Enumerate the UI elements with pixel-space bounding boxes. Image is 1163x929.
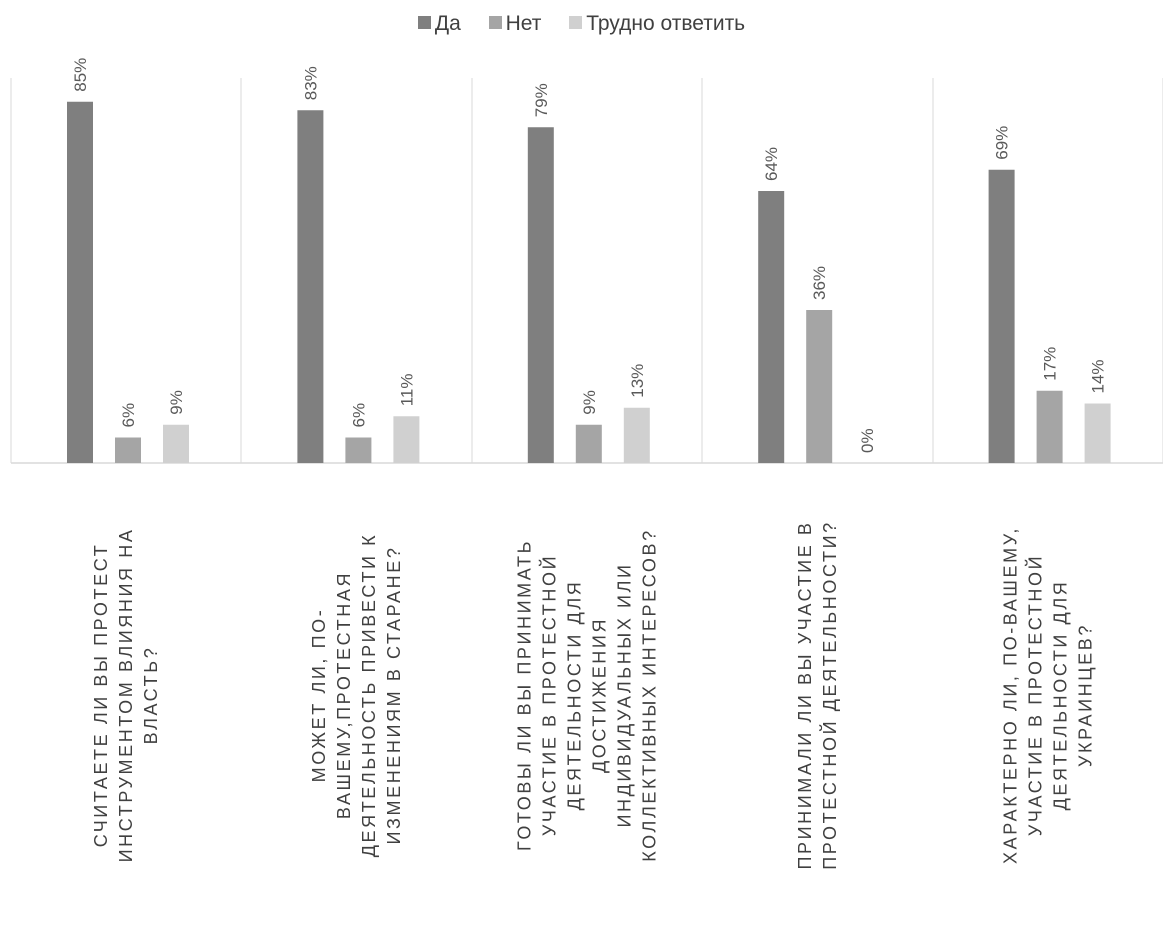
data-label: 9% bbox=[580, 390, 599, 415]
category-label: ПРОТЕСТНОЙ ДЕЯТЕЛЬНОСТИ? bbox=[819, 520, 840, 869]
bar bbox=[527, 127, 554, 463]
category-label: СЧИТАЕТЕ ЛИ ВЫ ПРОТЕСТ bbox=[91, 543, 111, 848]
data-label: 17% bbox=[1041, 347, 1060, 381]
data-label: 85% bbox=[71, 58, 90, 92]
bar bbox=[806, 310, 833, 463]
bar bbox=[1084, 403, 1111, 463]
category-label: ИЗМЕНЕНИЯМ В СТАРАНЕ? bbox=[384, 546, 404, 845]
legend-label-trudno: Трудно ответить bbox=[586, 12, 746, 35]
category-label: ПРИНИМАЛИ ЛИ ВЫ УЧАСТИЕ В bbox=[795, 520, 815, 869]
bar bbox=[1036, 390, 1063, 463]
category-label: ДОСТИЖЕНИЯ bbox=[590, 617, 610, 773]
category-label: КОЛЛЕКТИВНЫХ ИНТЕРЕСОВ? bbox=[640, 528, 660, 861]
category-label: ХАРАКТЕРНО ЛИ, ПО-ВАШЕМУ, bbox=[1000, 526, 1020, 864]
bar bbox=[758, 191, 785, 463]
data-label: 11% bbox=[397, 373, 416, 406]
bar bbox=[67, 101, 93, 463]
data-label: 69% bbox=[993, 126, 1012, 160]
category-label: УКРАИНЦЕВ? bbox=[1075, 623, 1095, 767]
category-label: ИНСТРУМЕНТОМ ВЛИЯНИЯ НА bbox=[116, 528, 136, 863]
category-separators bbox=[10, 78, 1163, 463]
data-label: 6% bbox=[119, 403, 138, 428]
category-label: УЧАСТИЕ В ПРОТЕСТНОЙ bbox=[1024, 554, 1045, 836]
bar bbox=[575, 424, 602, 463]
legend-label-net: Нет bbox=[505, 12, 542, 35]
data-label: 0% bbox=[858, 428, 877, 453]
bar bbox=[297, 110, 324, 463]
category-label: ИНДИВИДУАЛЬНЫХ ИЛИ bbox=[615, 562, 635, 827]
bar bbox=[393, 416, 420, 463]
chart-legend: Да Нет Трудно ответить bbox=[0, 12, 1163, 36]
legend-swatch-net bbox=[488, 16, 502, 29]
data-label: 9% bbox=[167, 390, 186, 415]
bar bbox=[988, 169, 1015, 463]
category-label: ГОТОВЫ ЛИ ВЫ ПРИНИМАТЬ bbox=[515, 539, 535, 851]
data-label: 36% bbox=[810, 266, 829, 300]
data-label: 6% bbox=[349, 403, 368, 428]
category-label: ВЛАСТЬ? bbox=[141, 646, 161, 745]
bar bbox=[163, 424, 189, 463]
category-label: ДЕЯТЕЛЬНОСТИ ДЛЯ bbox=[1050, 580, 1070, 811]
legend-swatch-trudno bbox=[569, 16, 583, 29]
category-label: МОЖЕТ ЛИ, ПО- bbox=[309, 608, 329, 783]
category-label: УЧАСТИЕ В ПРОТЕСТНОЙ bbox=[539, 554, 560, 836]
legend-label-da: Да bbox=[434, 12, 461, 35]
data-label: 64% bbox=[762, 147, 781, 181]
category-label: ДЕЯТЕЛЬНОСТИ ДЛЯ bbox=[565, 580, 585, 811]
legend-item-net: Нет bbox=[488, 12, 542, 36]
data-label: 83% bbox=[301, 66, 320, 100]
bar bbox=[345, 437, 372, 463]
category-label: ДЕЯТЕЛЬНОСТЬ ПРИВЕСТИ К bbox=[359, 533, 379, 858]
category-label: ВАШЕМУ,ПРОТЕСТНАЯ bbox=[334, 571, 354, 819]
data-label: 79% bbox=[532, 83, 551, 117]
legend-item-trudno: Трудно ответить bbox=[569, 12, 745, 36]
legend-swatch-da bbox=[417, 16, 431, 29]
bar bbox=[115, 437, 141, 463]
data-label: 13% bbox=[628, 364, 647, 398]
legend-item-da: Да bbox=[417, 12, 461, 36]
data-labels-group: 85% 83% 79% 64% 69% 6% 6% 9% 36% 17% 9% 11% 13% 0% 14% bbox=[71, 58, 1108, 453]
category-labels-group: СЧИТАЕТЕ ЛИ ВЫ ПРОТЕСТ ИНСТРУМЕНТОМ ВЛИЯН… bbox=[91, 520, 1095, 869]
bar bbox=[623, 407, 650, 463]
data-label: 14% bbox=[1089, 359, 1108, 393]
bars-group bbox=[67, 101, 1111, 463]
